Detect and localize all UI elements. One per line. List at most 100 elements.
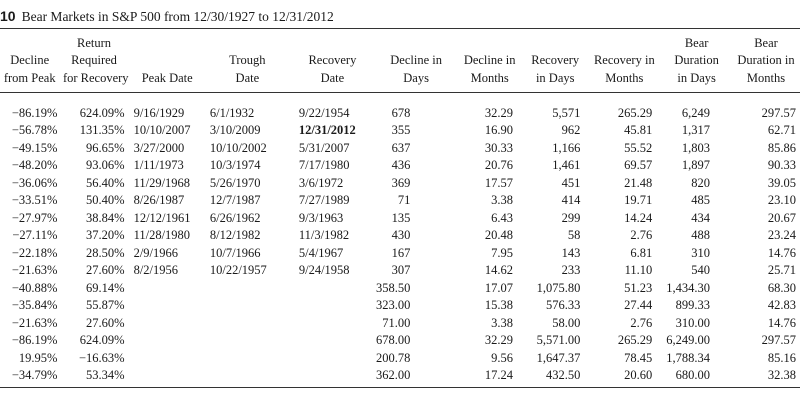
- cell-recovery-months: 20.60: [624, 368, 653, 382]
- col-header-return-required: Return Required for Recovery: [62, 35, 129, 85]
- table-row: −48.20% 93.06% 1/11/1973 10/3/1974 7/17/1980…: [0, 157, 800, 175]
- cell-recovery-days: 962: [561, 123, 581, 137]
- cell-peak-date: 11/29/1968: [133, 175, 191, 190]
- cell-bear-duration-days: 899.33: [675, 298, 710, 312]
- cell-recovery-months: 11.10: [624, 263, 653, 277]
- cell-decline-months: 16.90: [484, 123, 514, 137]
- table-row: −86.19% 624.09% 678.00 32.29 5,571.00 265.29 6…: [0, 332, 800, 350]
- cell-decline-months: 15.38: [484, 298, 514, 312]
- cell-decline-days: 678: [391, 105, 411, 120]
- cell-decline-months: 20.48: [484, 228, 514, 242]
- cell-recovery-days: 1,647.37: [536, 350, 581, 365]
- cell-peak-date: [129, 350, 206, 368]
- cell-decline-from-peak: −48.20%: [11, 158, 58, 172]
- cell-bear-duration-days: 540: [691, 263, 710, 277]
- cell-decline-months: 30.33: [484, 140, 514, 155]
- cell-decline-from-peak: −21.63%: [11, 263, 58, 277]
- cell-trough-date: 8/12/1982: [209, 228, 261, 242]
- cell-recovery-date: 9/24/1958: [298, 263, 350, 277]
- cell-decline-days: 637: [391, 140, 411, 155]
- cell-decline-from-peak: −56.78%: [11, 123, 58, 137]
- cell-return-required: 28.50%: [86, 245, 125, 260]
- cell-bear-duration-months: 14.76: [767, 245, 796, 260]
- cell-decline-from-peak: −22.18%: [11, 245, 58, 260]
- col-header-recovery-days: Recovery in Days: [531, 53, 580, 85]
- cell-decline-months: 17.57: [484, 175, 514, 190]
- cell-decline-from-peak: −34.79%: [11, 368, 58, 382]
- cell-recovery-date: [289, 280, 376, 298]
- col-header-bear-duration-months: Bear Duration in Months: [737, 35, 795, 85]
- cell-trough-date: 3/10/2009: [209, 123, 261, 137]
- cell-recovery-months: 19.71: [624, 193, 653, 207]
- cell-recovery-days: 5,571.00: [536, 333, 581, 347]
- cell-return-required: 27.60%: [86, 263, 125, 277]
- cell-bear-duration-months: 23.10: [767, 193, 796, 207]
- cell-peak-date: 3/27/2000: [133, 140, 185, 155]
- cell-decline-months: 7.95: [491, 245, 514, 260]
- cell-decline-from-peak: −33.51%: [11, 193, 58, 207]
- cell-recovery-date: 7/27/1989: [298, 193, 350, 207]
- cell-recovery-date: 9/22/1954: [298, 105, 350, 120]
- header-rule: [0, 92, 800, 93]
- cell-recovery-date: 3/6/1972: [298, 175, 344, 190]
- table-row: −21.63% 27.60% 8/2/1956 10/22/1957 9/24/1958…: [0, 262, 800, 280]
- cell-bear-duration-months: 297.57: [761, 333, 796, 347]
- cell-trough-date: 12/7/1987: [209, 193, 261, 207]
- cell-recovery-months: 6.81: [630, 245, 653, 260]
- cell-recovery-months: 2.76: [630, 228, 653, 242]
- cell-recovery-date: [289, 315, 376, 333]
- cell-trough-date: [206, 297, 289, 315]
- cell-recovery-date: 11/3/1982: [298, 228, 350, 242]
- cell-trough-date: [206, 280, 289, 298]
- cell-decline-months: 17.24: [484, 368, 514, 382]
- cell-recovery-days: 299: [561, 210, 581, 225]
- cell-recovery-months: 69.57: [624, 158, 653, 172]
- cell-peak-date: [129, 315, 206, 333]
- cell-bear-duration-days: 820: [691, 175, 710, 190]
- cell-decline-months: 3.38: [491, 193, 514, 207]
- cell-return-required: 53.34%: [86, 368, 125, 382]
- cell-bear-duration-days: 1,897: [681, 158, 710, 172]
- cell-decline-from-peak: −86.19%: [11, 105, 58, 120]
- cell-bear-duration-months: 14.76: [767, 315, 796, 330]
- cell-peak-date: 12/12/1961: [133, 210, 191, 225]
- cell-trough-date: 5/26/1970: [209, 175, 261, 190]
- table-row: −40.88% 69.14% 358.50 17.07 1,075.80 51.23 1,4…: [0, 280, 800, 298]
- cell-decline-months: 20.76: [484, 158, 514, 172]
- col-header-recovery-months: Recovery in Months: [593, 53, 655, 85]
- cell-return-required: 27.60%: [86, 315, 125, 330]
- cell-decline-months: 32.29: [484, 333, 514, 347]
- cell-decline-from-peak: −21.63%: [11, 315, 58, 330]
- cell-bear-duration-days: 485: [691, 193, 710, 207]
- cell-return-required: 50.40%: [86, 193, 125, 207]
- cell-bear-duration-months: 25.71: [767, 263, 796, 277]
- table-caption: 10 Bear Markets in S&P 500 from 12/30/192…: [0, 6, 800, 26]
- cell-bear-duration-months: 68.30: [767, 280, 796, 295]
- cell-decline-from-peak: −49.15%: [11, 140, 58, 155]
- cell-recovery-date: 7/17/1980: [298, 158, 350, 172]
- table-row: −86.19% 624.09% 9/16/1929 6/1/1932 9/22/1954…: [0, 105, 800, 123]
- cell-recovery-date: 5/4/1967: [298, 245, 344, 260]
- cell-decline-days: 71: [397, 193, 411, 207]
- cell-decline-months: 14.62: [484, 263, 514, 277]
- cell-peak-date: [129, 280, 206, 298]
- cell-return-required: 624.09%: [79, 105, 125, 120]
- cell-return-required: 131.35%: [79, 123, 125, 137]
- cell-peak-date: 10/10/2007: [133, 123, 191, 137]
- table-number: 10: [0, 8, 16, 24]
- cell-recovery-date: 12/31/2012: [298, 123, 356, 137]
- table-row: −27.97% 38.84% 12/12/1961 6/26/1962 9/3/1963…: [0, 210, 800, 228]
- cell-recovery-days: 5,571: [552, 105, 581, 120]
- cell-decline-days: 369: [391, 175, 411, 190]
- table-row: −33.51% 50.40% 8/26/1987 12/7/1987 7/27/1989…: [0, 192, 800, 210]
- cell-bear-duration-months: 62.71: [767, 123, 796, 137]
- cell-bear-duration-days: 488: [691, 228, 710, 242]
- cell-decline-days: 430: [391, 228, 411, 242]
- cell-peak-date: [129, 332, 206, 350]
- table-title: Bear Markets in S&P 500 from 12/30/1927 …: [21, 9, 334, 24]
- cell-bear-duration-months: 85.86: [767, 140, 796, 155]
- cell-decline-days: 135: [391, 210, 411, 225]
- table-row: −35.84% 55.87% 323.00 15.38 576.33 27.44 899.3…: [0, 297, 800, 315]
- bottom-rule: [0, 387, 800, 388]
- cell-return-required: 37.20%: [86, 228, 125, 242]
